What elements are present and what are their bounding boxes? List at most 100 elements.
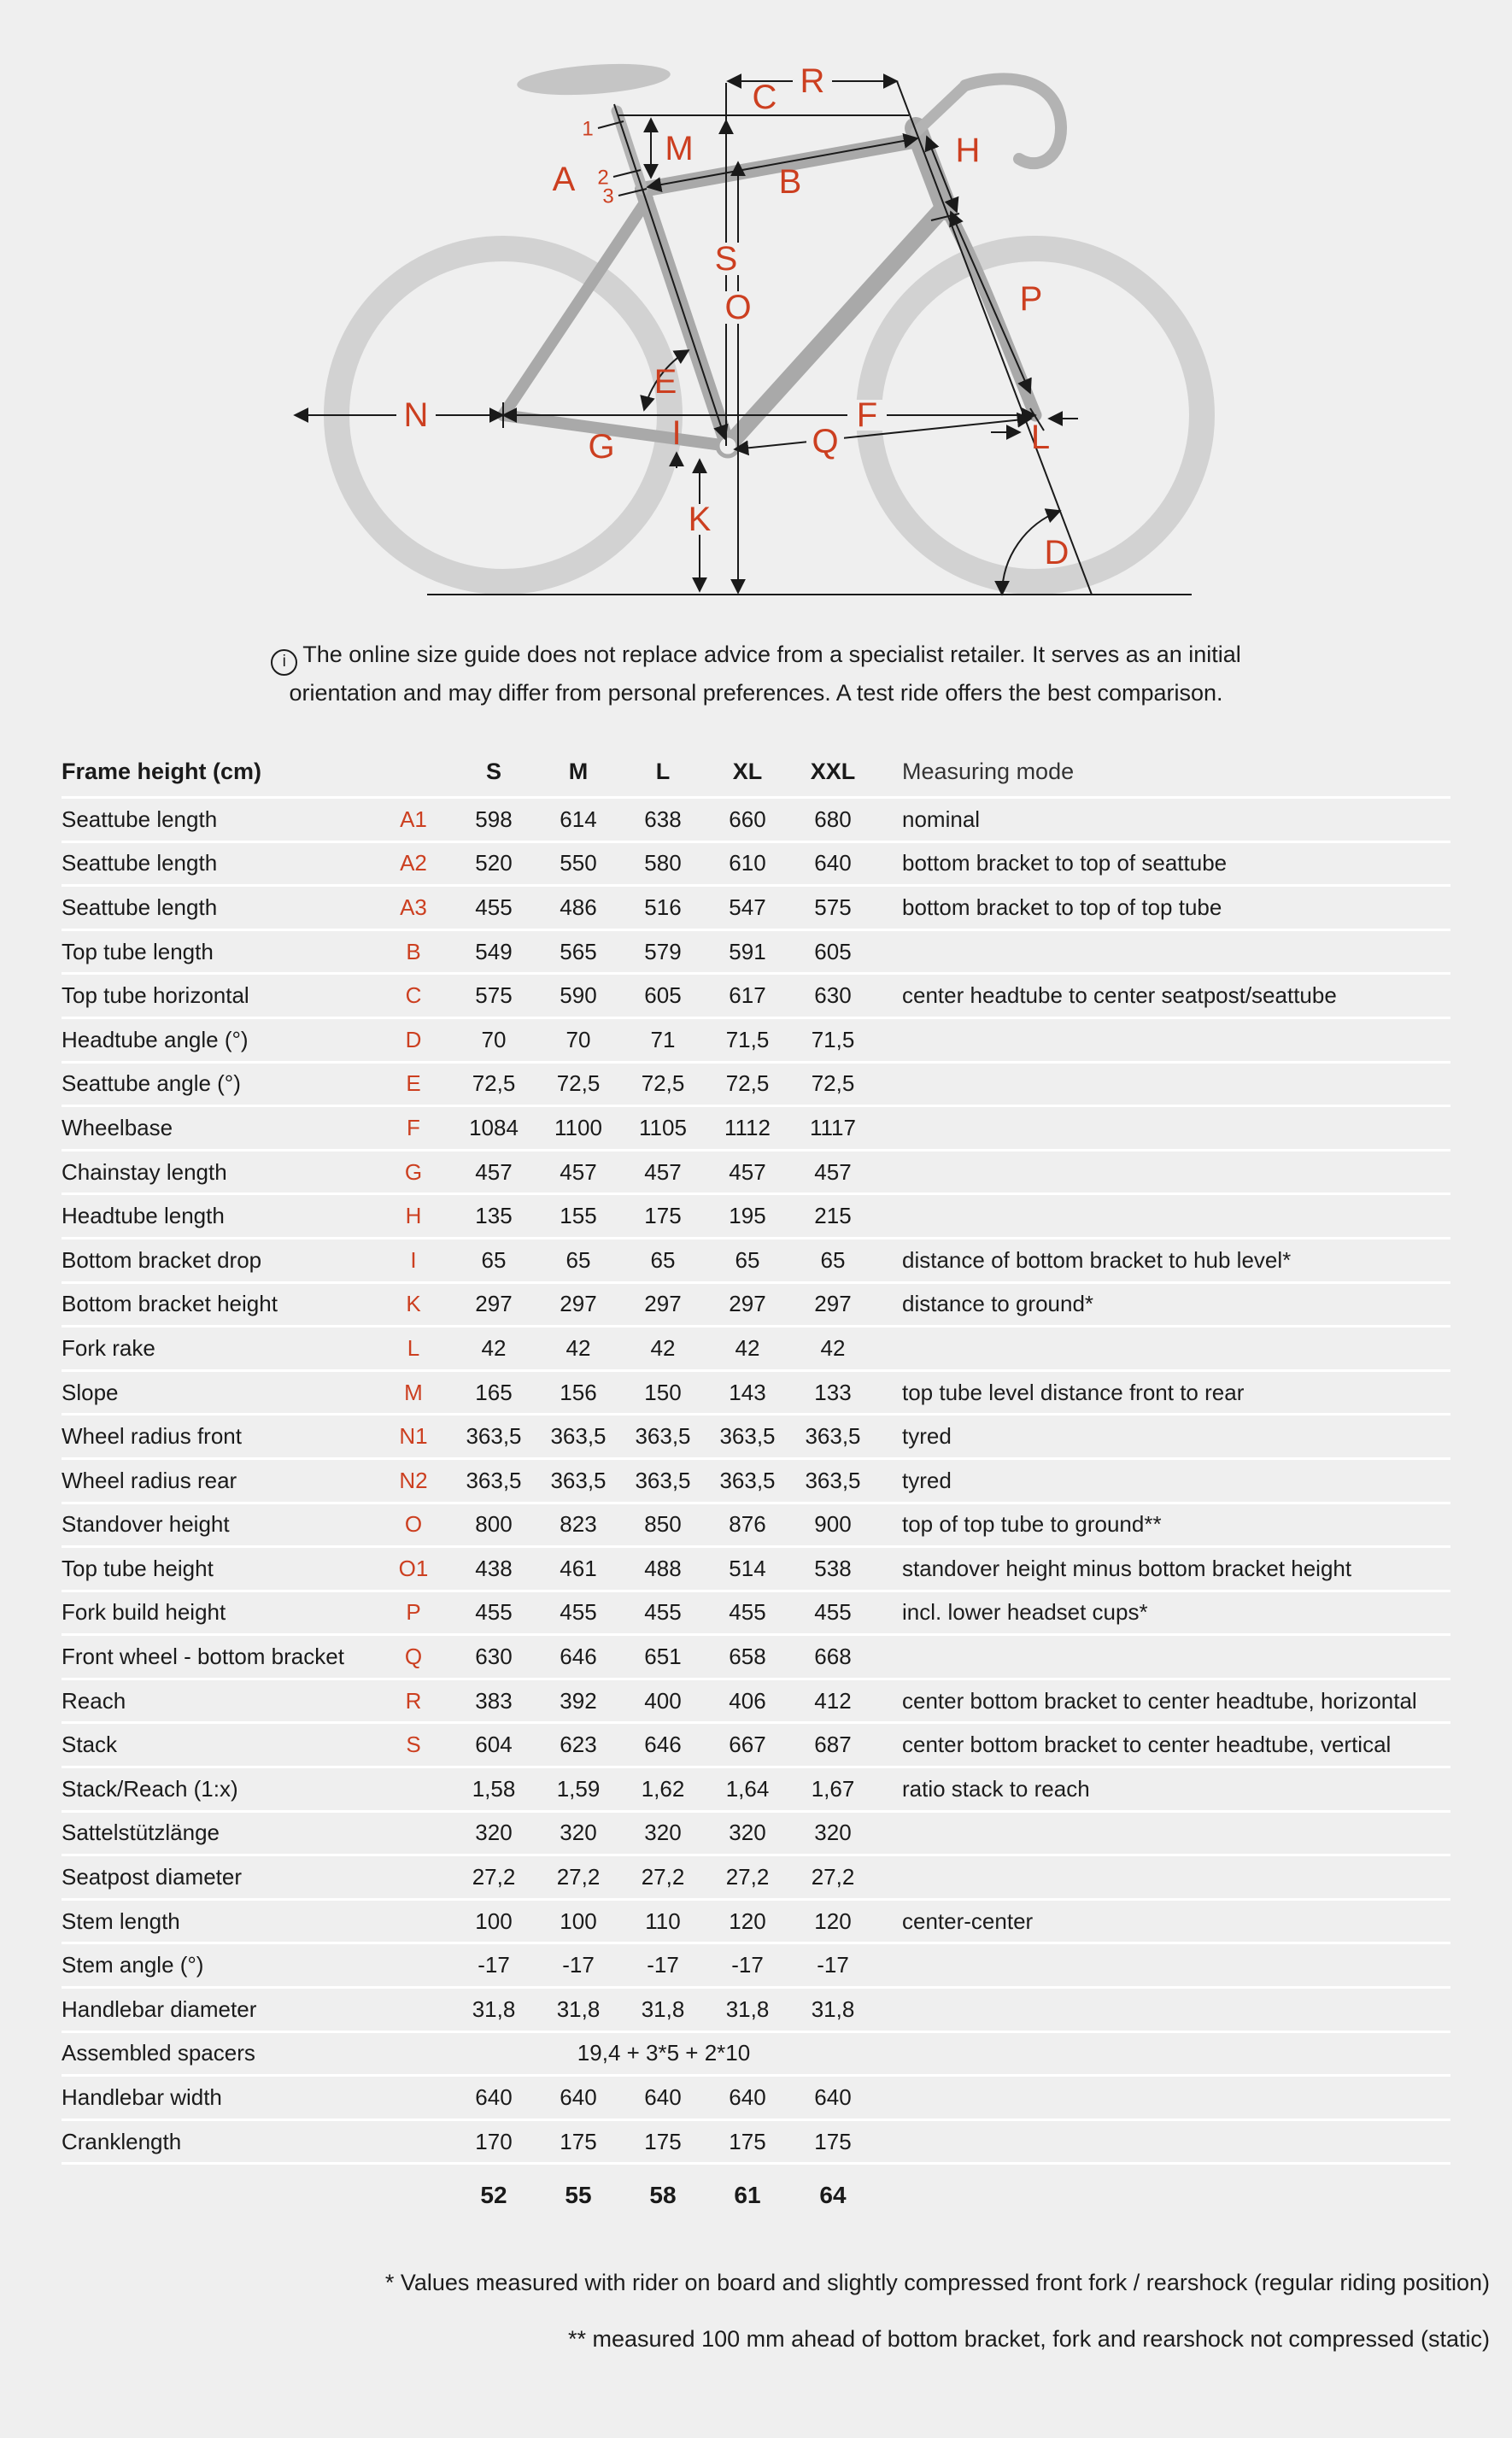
- row-code: F: [407, 1114, 420, 1140]
- row-label: Top tube length: [62, 938, 214, 964]
- row-value: 31,8: [725, 1996, 770, 2022]
- row-value: 614: [560, 806, 597, 832]
- row-value: 297: [560, 1291, 597, 1317]
- label-n: N: [404, 396, 429, 434]
- label-m: M: [665, 130, 693, 167]
- row-value: 72,5: [725, 1070, 770, 1097]
- header-size-xxl: XXL: [810, 759, 856, 784]
- table-row: Standover height O 800 823 850 876 900 top of t…: [62, 1501, 1450, 1546]
- row-code: A3: [400, 894, 427, 920]
- row-code: P: [406, 1599, 421, 1626]
- table-row: Wheel radius rear N2 363,5 363,5 363,5 363,5 3…: [62, 1456, 1450, 1502]
- row-value: 156: [560, 1379, 597, 1405]
- header-frame-height: Frame height (cm): [62, 759, 262, 784]
- row-measuring-mode: center headtube to center seatpost/seatt…: [902, 982, 1337, 1009]
- row-value: 438: [475, 1555, 513, 1581]
- row-value: 455: [560, 1599, 597, 1626]
- row-value: 363,5: [805, 1467, 861, 1493]
- row-value: 575: [475, 982, 513, 1009]
- row-span-value: 19,4 + 3*5 + 2*10: [577, 2040, 751, 2066]
- table-row: Cranklength 170 175 175 175 175: [62, 2118, 1450, 2163]
- label-k: K: [689, 501, 712, 538]
- table-row: Top tube length B 549 565 579 591 605: [62, 928, 1450, 973]
- row-label: Slope: [62, 1379, 119, 1405]
- row-measuring-mode: distance to ground*: [902, 1291, 1094, 1317]
- row-value: 680: [814, 806, 852, 832]
- row-value: 1,59: [556, 1775, 601, 1802]
- label-tick-1: 1: [582, 118, 593, 141]
- label-g: G: [588, 428, 614, 466]
- row-value: 175: [560, 2128, 597, 2154]
- row-value: 604: [475, 1732, 513, 1758]
- label-tick-2: 2: [597, 167, 608, 190]
- row-value: 363,5: [805, 1423, 861, 1450]
- row-value: 27,2: [556, 1864, 601, 1890]
- info-icon: i: [271, 649, 298, 676]
- row-value: 42: [650, 1334, 676, 1361]
- row-value: 823: [560, 1511, 597, 1538]
- row-label: Stack: [62, 1732, 118, 1758]
- dimension-labels: A 1 2 3 M C R B H S O E N G I K Q F L P …: [404, 62, 1070, 571]
- row-code: A2: [400, 850, 427, 876]
- row-value: 1,64: [725, 1775, 770, 1802]
- row-value: 72,5: [641, 1070, 685, 1097]
- row-value: 31,8: [811, 1996, 855, 2022]
- row-value: 392: [560, 1687, 597, 1714]
- row-value: 516: [644, 894, 682, 920]
- row-label: Seatpost diameter: [62, 1864, 243, 1890]
- row-value: 591: [729, 938, 766, 964]
- row-value: 215: [814, 1203, 852, 1229]
- row-value: 579: [644, 938, 682, 964]
- table-row: Seatpost diameter 27,2 27,2 27,2 27,2 27,2: [62, 1854, 1450, 1898]
- row-label: Fork rake: [62, 1334, 155, 1361]
- label-s: S: [715, 240, 738, 278]
- row-value: 565: [560, 938, 597, 964]
- row-label: Front wheel - bottom bracket: [62, 1644, 344, 1670]
- label-d: D: [1045, 534, 1070, 571]
- row-code: M: [404, 1379, 423, 1405]
- row-label: Handlebar width: [62, 2084, 222, 2111]
- table-row: Stack S 604 623 646 667 687 center bottom brack…: [62, 1721, 1450, 1766]
- row-code: E: [406, 1070, 421, 1097]
- row-value: 297: [644, 1291, 682, 1317]
- row-value: 175: [644, 1203, 682, 1229]
- row-code: B: [406, 938, 421, 964]
- row-value: 320: [814, 1820, 852, 1846]
- row-value: 1,58: [472, 1775, 516, 1802]
- row-value: 72,5: [472, 1070, 516, 1097]
- row-value: 150: [644, 1379, 682, 1405]
- row-value: 640: [560, 2084, 597, 2111]
- row-value: 575: [814, 894, 852, 920]
- row-code: I: [410, 1246, 417, 1273]
- row-value: 400: [644, 1687, 682, 1714]
- row-value: 457: [729, 1158, 766, 1185]
- footer-size-s: 52: [480, 2182, 507, 2209]
- row-value: 900: [814, 1511, 852, 1538]
- row-label: Stem length: [62, 1908, 180, 1934]
- row-value: 630: [814, 982, 852, 1009]
- table-row: Stem angle (°) -17 -17 -17 -17 -17: [62, 1942, 1450, 1986]
- row-measuring-mode: distance of bottom bracket to hub level*: [902, 1246, 1292, 1273]
- row-measuring-mode: center bottom bracket to center headtube…: [902, 1687, 1417, 1714]
- label-b: B: [779, 163, 802, 201]
- row-value: 100: [560, 1908, 597, 1934]
- row-measuring-mode: nominal: [902, 806, 981, 832]
- row-value: 27,2: [472, 1864, 516, 1890]
- row-value: 598: [475, 806, 513, 832]
- row-value: -17: [562, 1952, 595, 1978]
- dimension-lines: [293, 73, 1192, 596]
- row-value: 65: [566, 1246, 591, 1273]
- row-value: 72,5: [811, 1070, 855, 1097]
- row-value: 876: [729, 1511, 766, 1538]
- row-value: 120: [729, 1908, 766, 1934]
- row-value: 363,5: [719, 1467, 776, 1493]
- row-value: 195: [729, 1203, 766, 1229]
- row-label: Stem angle (°): [62, 1952, 204, 1978]
- row-value: 640: [814, 850, 852, 876]
- table-footer-row: 52 55 58 61 64: [62, 2162, 1450, 2226]
- table-row: Seattube length A1 598 614 638 660 680 nominal: [62, 796, 1450, 841]
- size-guide-note-text: The online size guide does not replace a…: [289, 642, 1241, 706]
- row-value: 175: [729, 2128, 766, 2154]
- row-label: Wheel radius front: [62, 1423, 242, 1450]
